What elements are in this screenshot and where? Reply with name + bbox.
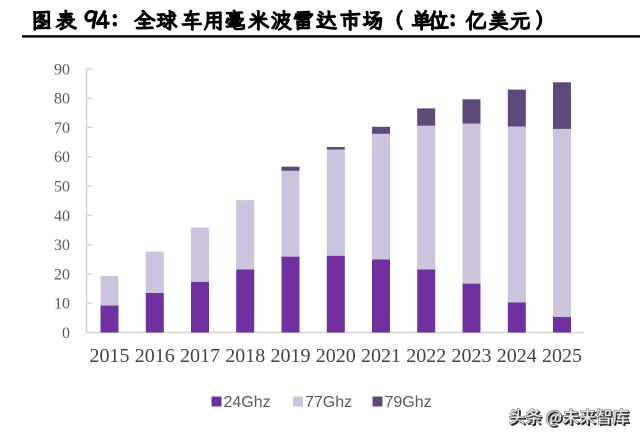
svg-text:50: 50 bbox=[54, 179, 70, 196]
svg-text:70: 70 bbox=[54, 120, 70, 137]
svg-text:20: 20 bbox=[54, 266, 70, 283]
svg-text:30: 30 bbox=[54, 237, 70, 254]
svg-text:0: 0 bbox=[62, 325, 70, 342]
svg-text:10: 10 bbox=[54, 296, 70, 313]
svg-text:2022: 2022 bbox=[406, 345, 446, 367]
svg-text:2020: 2020 bbox=[316, 345, 356, 367]
svg-text:2025: 2025 bbox=[542, 345, 582, 367]
svg-text:2021: 2021 bbox=[361, 345, 401, 367]
svg-text:2018: 2018 bbox=[225, 345, 265, 367]
svg-text:90: 90 bbox=[54, 61, 70, 78]
svg-text:60: 60 bbox=[54, 149, 70, 166]
svg-text:40: 40 bbox=[54, 208, 70, 225]
svg-text:77Ghz: 77Ghz bbox=[305, 394, 352, 411]
svg-text:2024: 2024 bbox=[497, 345, 537, 367]
svg-text:2016: 2016 bbox=[135, 345, 175, 367]
svg-text:2015: 2015 bbox=[90, 345, 130, 367]
svg-text:80: 80 bbox=[54, 91, 70, 108]
svg-text:24Ghz: 24Ghz bbox=[224, 394, 271, 411]
svg-text:2019: 2019 bbox=[271, 345, 311, 367]
svg-text:2023: 2023 bbox=[452, 345, 492, 367]
svg-text:79Ghz: 79Ghz bbox=[385, 394, 432, 411]
svg-text:2017: 2017 bbox=[180, 345, 220, 367]
